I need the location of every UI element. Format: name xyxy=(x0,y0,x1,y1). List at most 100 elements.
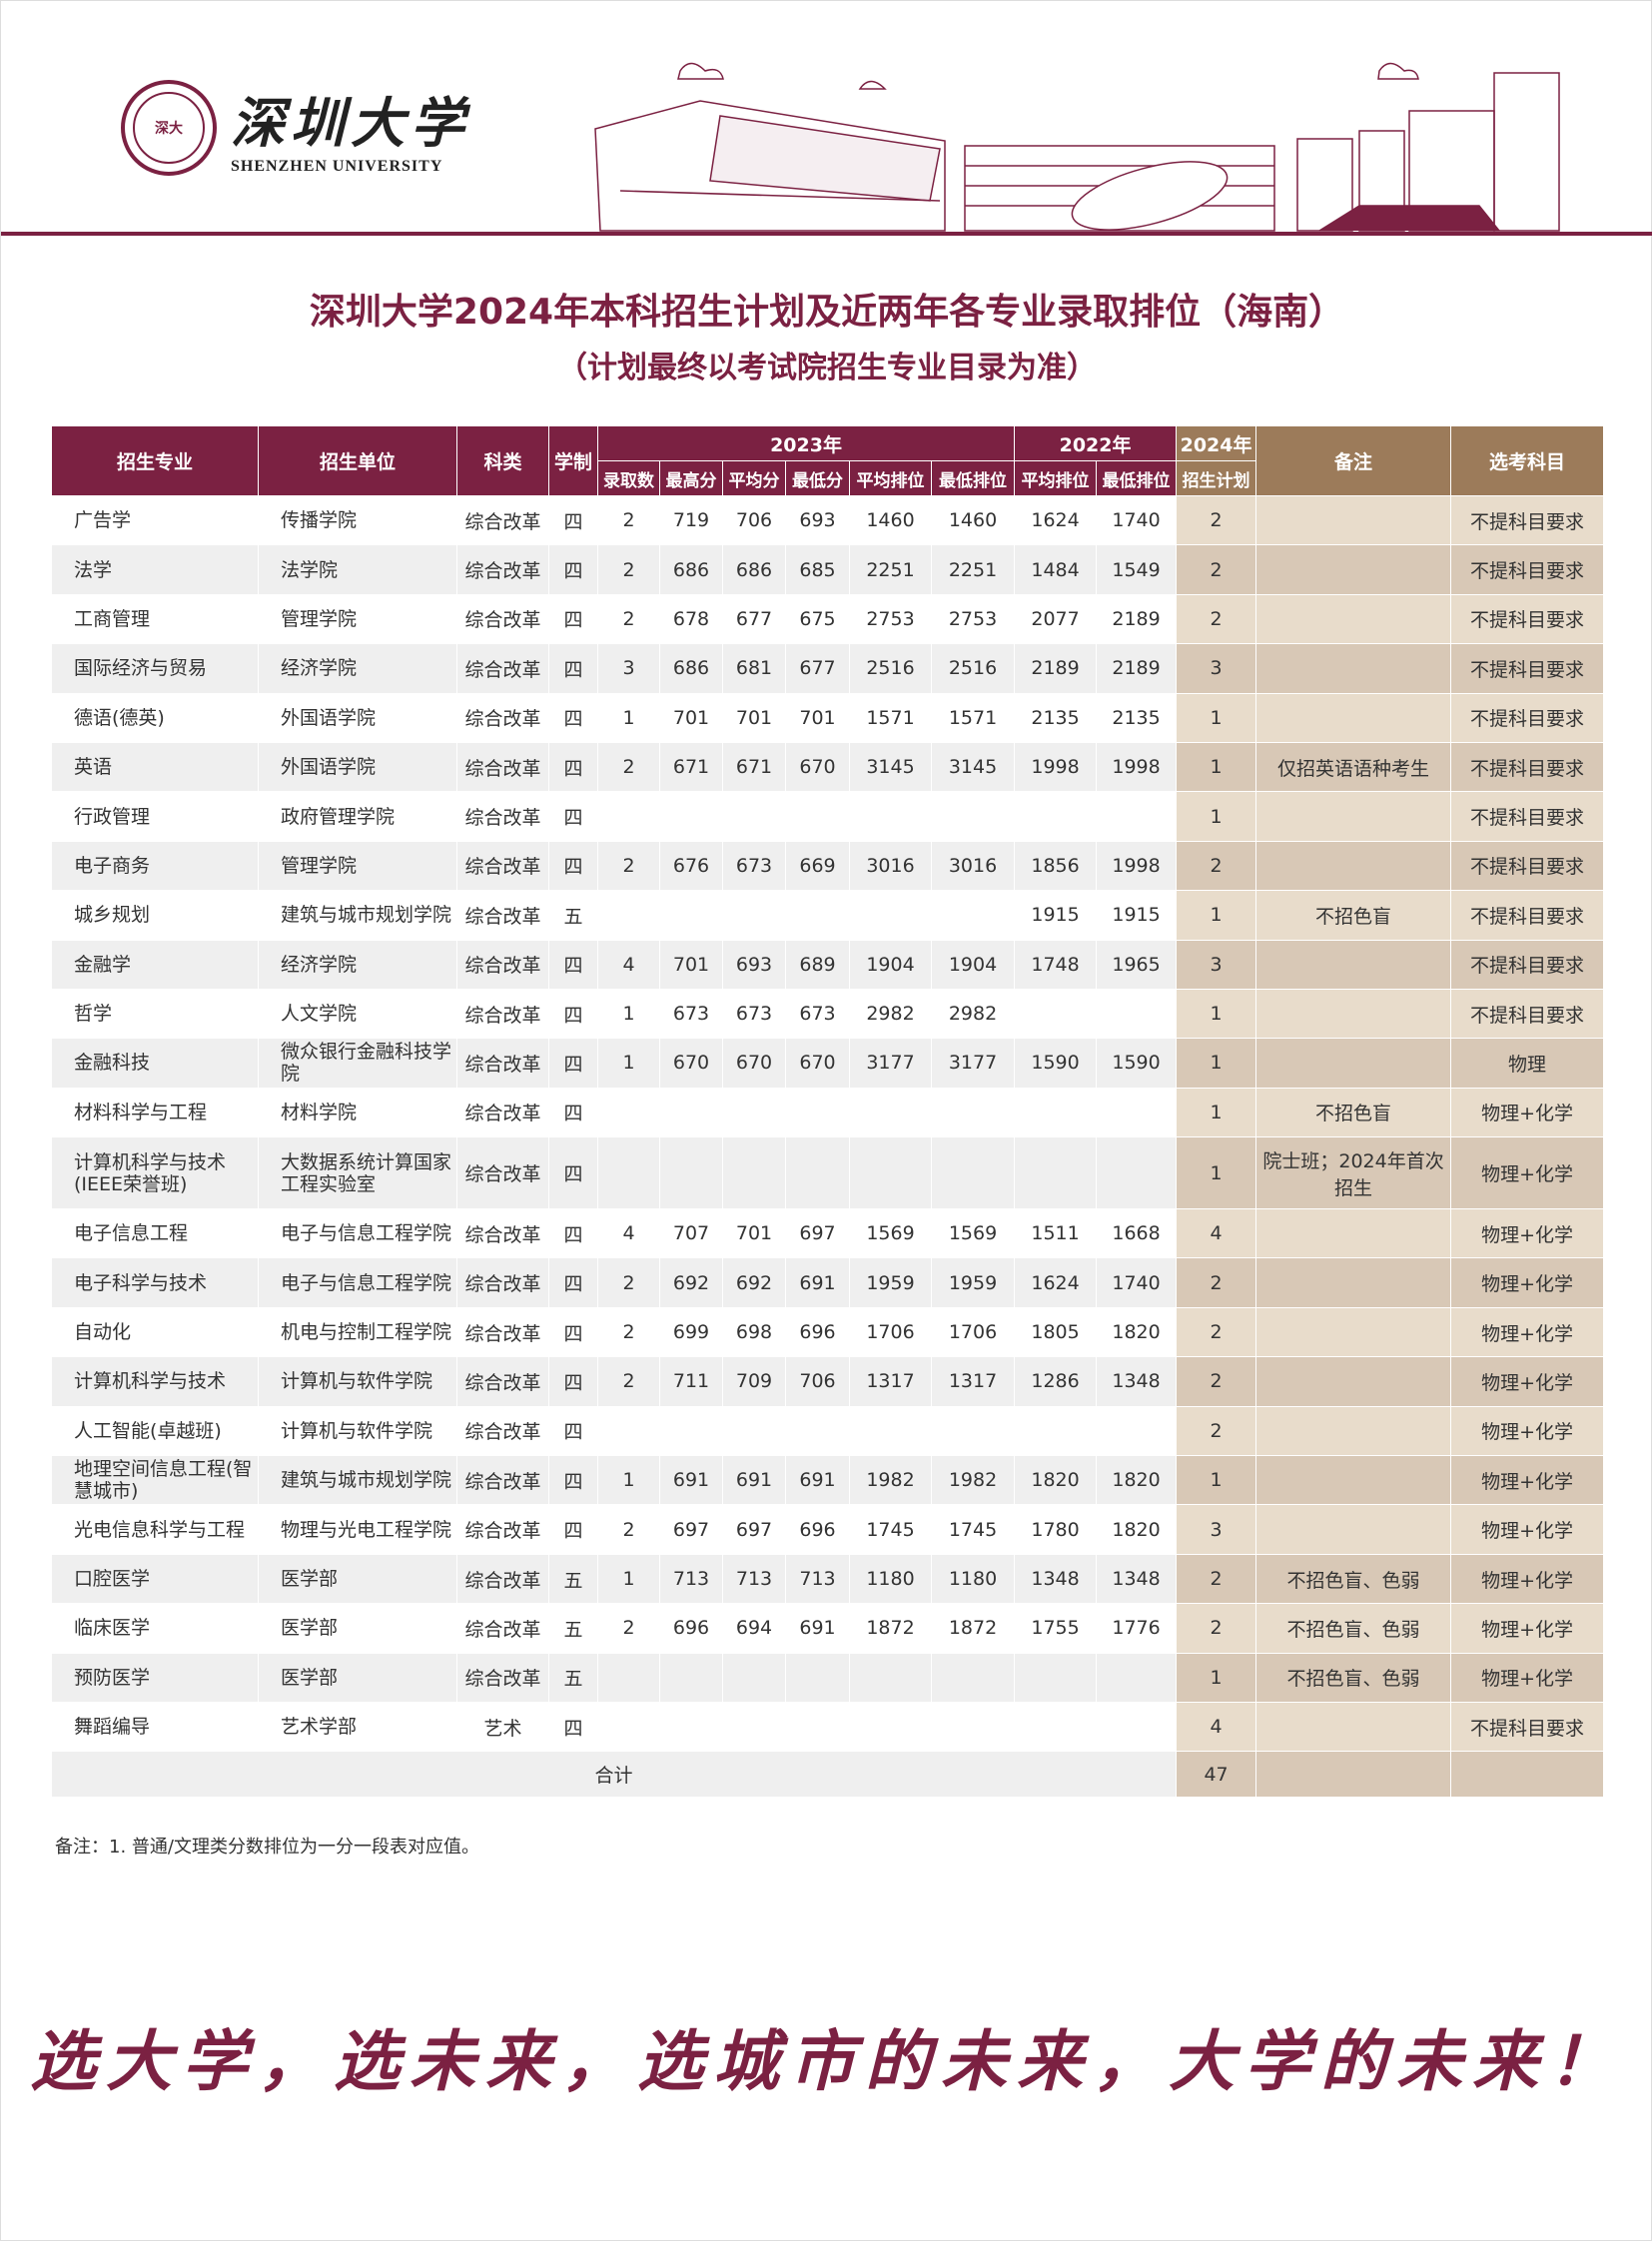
table-cell: 综合改革 xyxy=(456,1553,549,1605)
table-cell xyxy=(1014,791,1098,842)
table-cell xyxy=(659,1701,723,1753)
table-cell: 3 xyxy=(1176,939,1257,990)
table-cell xyxy=(785,791,850,842)
table-cell: 院士班；2024年首次招生 xyxy=(1255,1136,1452,1210)
table-cell: 综合改革 xyxy=(456,1136,549,1210)
table-cell: 四 xyxy=(548,1455,598,1506)
table-cell xyxy=(1096,1136,1178,1210)
table-cell xyxy=(849,1701,932,1753)
table-cell: 舞蹈编导 xyxy=(51,1701,259,1753)
table-row: 舞蹈编导 艺术学部 艺术四 4 不提科目要求 xyxy=(51,1701,1605,1753)
table-cell: 综合改革 xyxy=(456,1257,549,1308)
subheader-cell: 平均分 xyxy=(722,460,786,496)
table-cell: 法学院 xyxy=(258,544,457,595)
table-cell xyxy=(930,1405,1016,1457)
table-cell: 综合改革 xyxy=(456,1405,549,1457)
table-cell: 1 xyxy=(597,692,660,743)
table-cell: 681 xyxy=(722,643,786,694)
table-cell xyxy=(1096,1405,1178,1457)
table-cell: 2 xyxy=(1176,1356,1257,1407)
table-cell: 物理+化学 xyxy=(1450,1306,1605,1358)
table-cell: 713 xyxy=(785,1553,850,1605)
table-cell: 物理+化学 xyxy=(1450,1257,1605,1308)
table-cell: 综合改革 xyxy=(456,741,549,793)
table-cell xyxy=(659,890,723,941)
table-cell: 1740 xyxy=(1096,494,1178,546)
table-cell: 四 xyxy=(548,840,598,892)
table-cell: 电子与信息工程学院 xyxy=(258,1257,457,1308)
table-cell: 691 xyxy=(785,1455,850,1506)
table-cell xyxy=(722,890,786,941)
table-cell xyxy=(722,1701,786,1753)
table-cell: 四 xyxy=(548,1038,598,1089)
table-cell: 2 xyxy=(597,840,660,892)
table-row: 计算机科学与技术(IEEE荣誉班) 大数据系统计算国家工程实验室 综合改革四 1 院士班… xyxy=(51,1136,1605,1210)
table-cell: 不提科目要求 xyxy=(1450,741,1605,793)
table-cell: 不提科目要求 xyxy=(1450,988,1605,1040)
table-cell: 不提科目要求 xyxy=(1450,1701,1605,1753)
table-cell: 1820 xyxy=(1014,1455,1098,1506)
table-cell: 2 xyxy=(597,494,660,546)
table-cell xyxy=(785,1652,850,1703)
table-cell: 1740 xyxy=(1096,1257,1178,1308)
table-row: 电子信息工程 电子与信息工程学院 综合改革四 4 707 701 697 1569 1569 15… xyxy=(51,1208,1605,1259)
table-cell xyxy=(1096,791,1178,842)
table-cell: 物理+化学 xyxy=(1450,1603,1605,1654)
table-cell xyxy=(597,1405,660,1457)
table-cell: 1965 xyxy=(1096,939,1178,990)
table-cell: 1 xyxy=(1176,1136,1257,1210)
table-cell: 国际经济与贸易 xyxy=(51,643,259,694)
header-2022: 2022年 xyxy=(1014,425,1178,461)
table-cell: 694 xyxy=(722,1603,786,1654)
table-cell xyxy=(1014,1652,1098,1703)
table-cell: 1590 xyxy=(1014,1038,1098,1089)
table-cell: 物理+化学 xyxy=(1450,1405,1605,1457)
table-cell: 3 xyxy=(597,643,660,694)
table-cell xyxy=(930,1087,1016,1138)
table-cell: 四 xyxy=(548,1087,598,1138)
table-cell: 综合改革 xyxy=(456,840,549,892)
table-cell: 1745 xyxy=(849,1504,932,1555)
table-cell: 1872 xyxy=(930,1603,1016,1654)
table-cell: 671 xyxy=(659,741,723,793)
table-cell: 2 xyxy=(597,1504,660,1555)
header-note: 备注 xyxy=(1255,425,1452,496)
table-cell: 701 xyxy=(722,1208,786,1259)
table-cell: 地理空间信息工程(智慧城市) xyxy=(51,1455,259,1506)
table-cell: 2 xyxy=(597,1306,660,1358)
table-cell: 1 xyxy=(1176,1652,1257,1703)
table-cell: 四 xyxy=(548,1701,598,1753)
table-cell: 不提科目要求 xyxy=(1450,593,1605,645)
table-row: 光电信息科学与工程 物理与光电工程学院 综合改革四 2 697 697 696 1745 174… xyxy=(51,1504,1605,1555)
table-cell: 1668 xyxy=(1096,1208,1178,1259)
table-cell: 2 xyxy=(1176,593,1257,645)
subheader-cell: 平均排位 xyxy=(1014,460,1098,496)
table-cell xyxy=(659,1652,723,1703)
table-cell: 1 xyxy=(597,1553,660,1605)
table-cell: 699 xyxy=(659,1306,723,1358)
table-cell xyxy=(930,1701,1016,1753)
table-cell xyxy=(1255,1455,1452,1506)
table-cell: 1317 xyxy=(849,1356,932,1407)
table-cell: 1569 xyxy=(930,1208,1016,1259)
table-cell: 706 xyxy=(785,1356,850,1407)
table-cell: 2753 xyxy=(849,593,932,645)
header-years: 学制 xyxy=(548,425,598,496)
table-cell: 综合改革 xyxy=(456,1306,549,1358)
header-type: 科类 xyxy=(456,425,549,496)
table-cell: 1 xyxy=(1176,1038,1257,1089)
table-cell xyxy=(1096,1652,1178,1703)
table-cell: 光电信息科学与工程 xyxy=(51,1504,259,1555)
table-cell: 1624 xyxy=(1014,494,1098,546)
table-cell: 3145 xyxy=(849,741,932,793)
table-cell: 综合改革 xyxy=(456,1455,549,1506)
table-cell: 701 xyxy=(659,692,723,743)
table-cell: 1286 xyxy=(1014,1356,1098,1407)
table-cell xyxy=(930,791,1016,842)
total-row: 合计 47 xyxy=(50,1751,1605,1799)
table-cell: 不招色盲 xyxy=(1255,1087,1452,1138)
table-cell: 696 xyxy=(785,1306,850,1358)
table-cell: 四 xyxy=(548,1306,598,1358)
table-cell: 四 xyxy=(548,741,598,793)
table-cell: 建筑与城市规划学院 xyxy=(258,890,457,941)
